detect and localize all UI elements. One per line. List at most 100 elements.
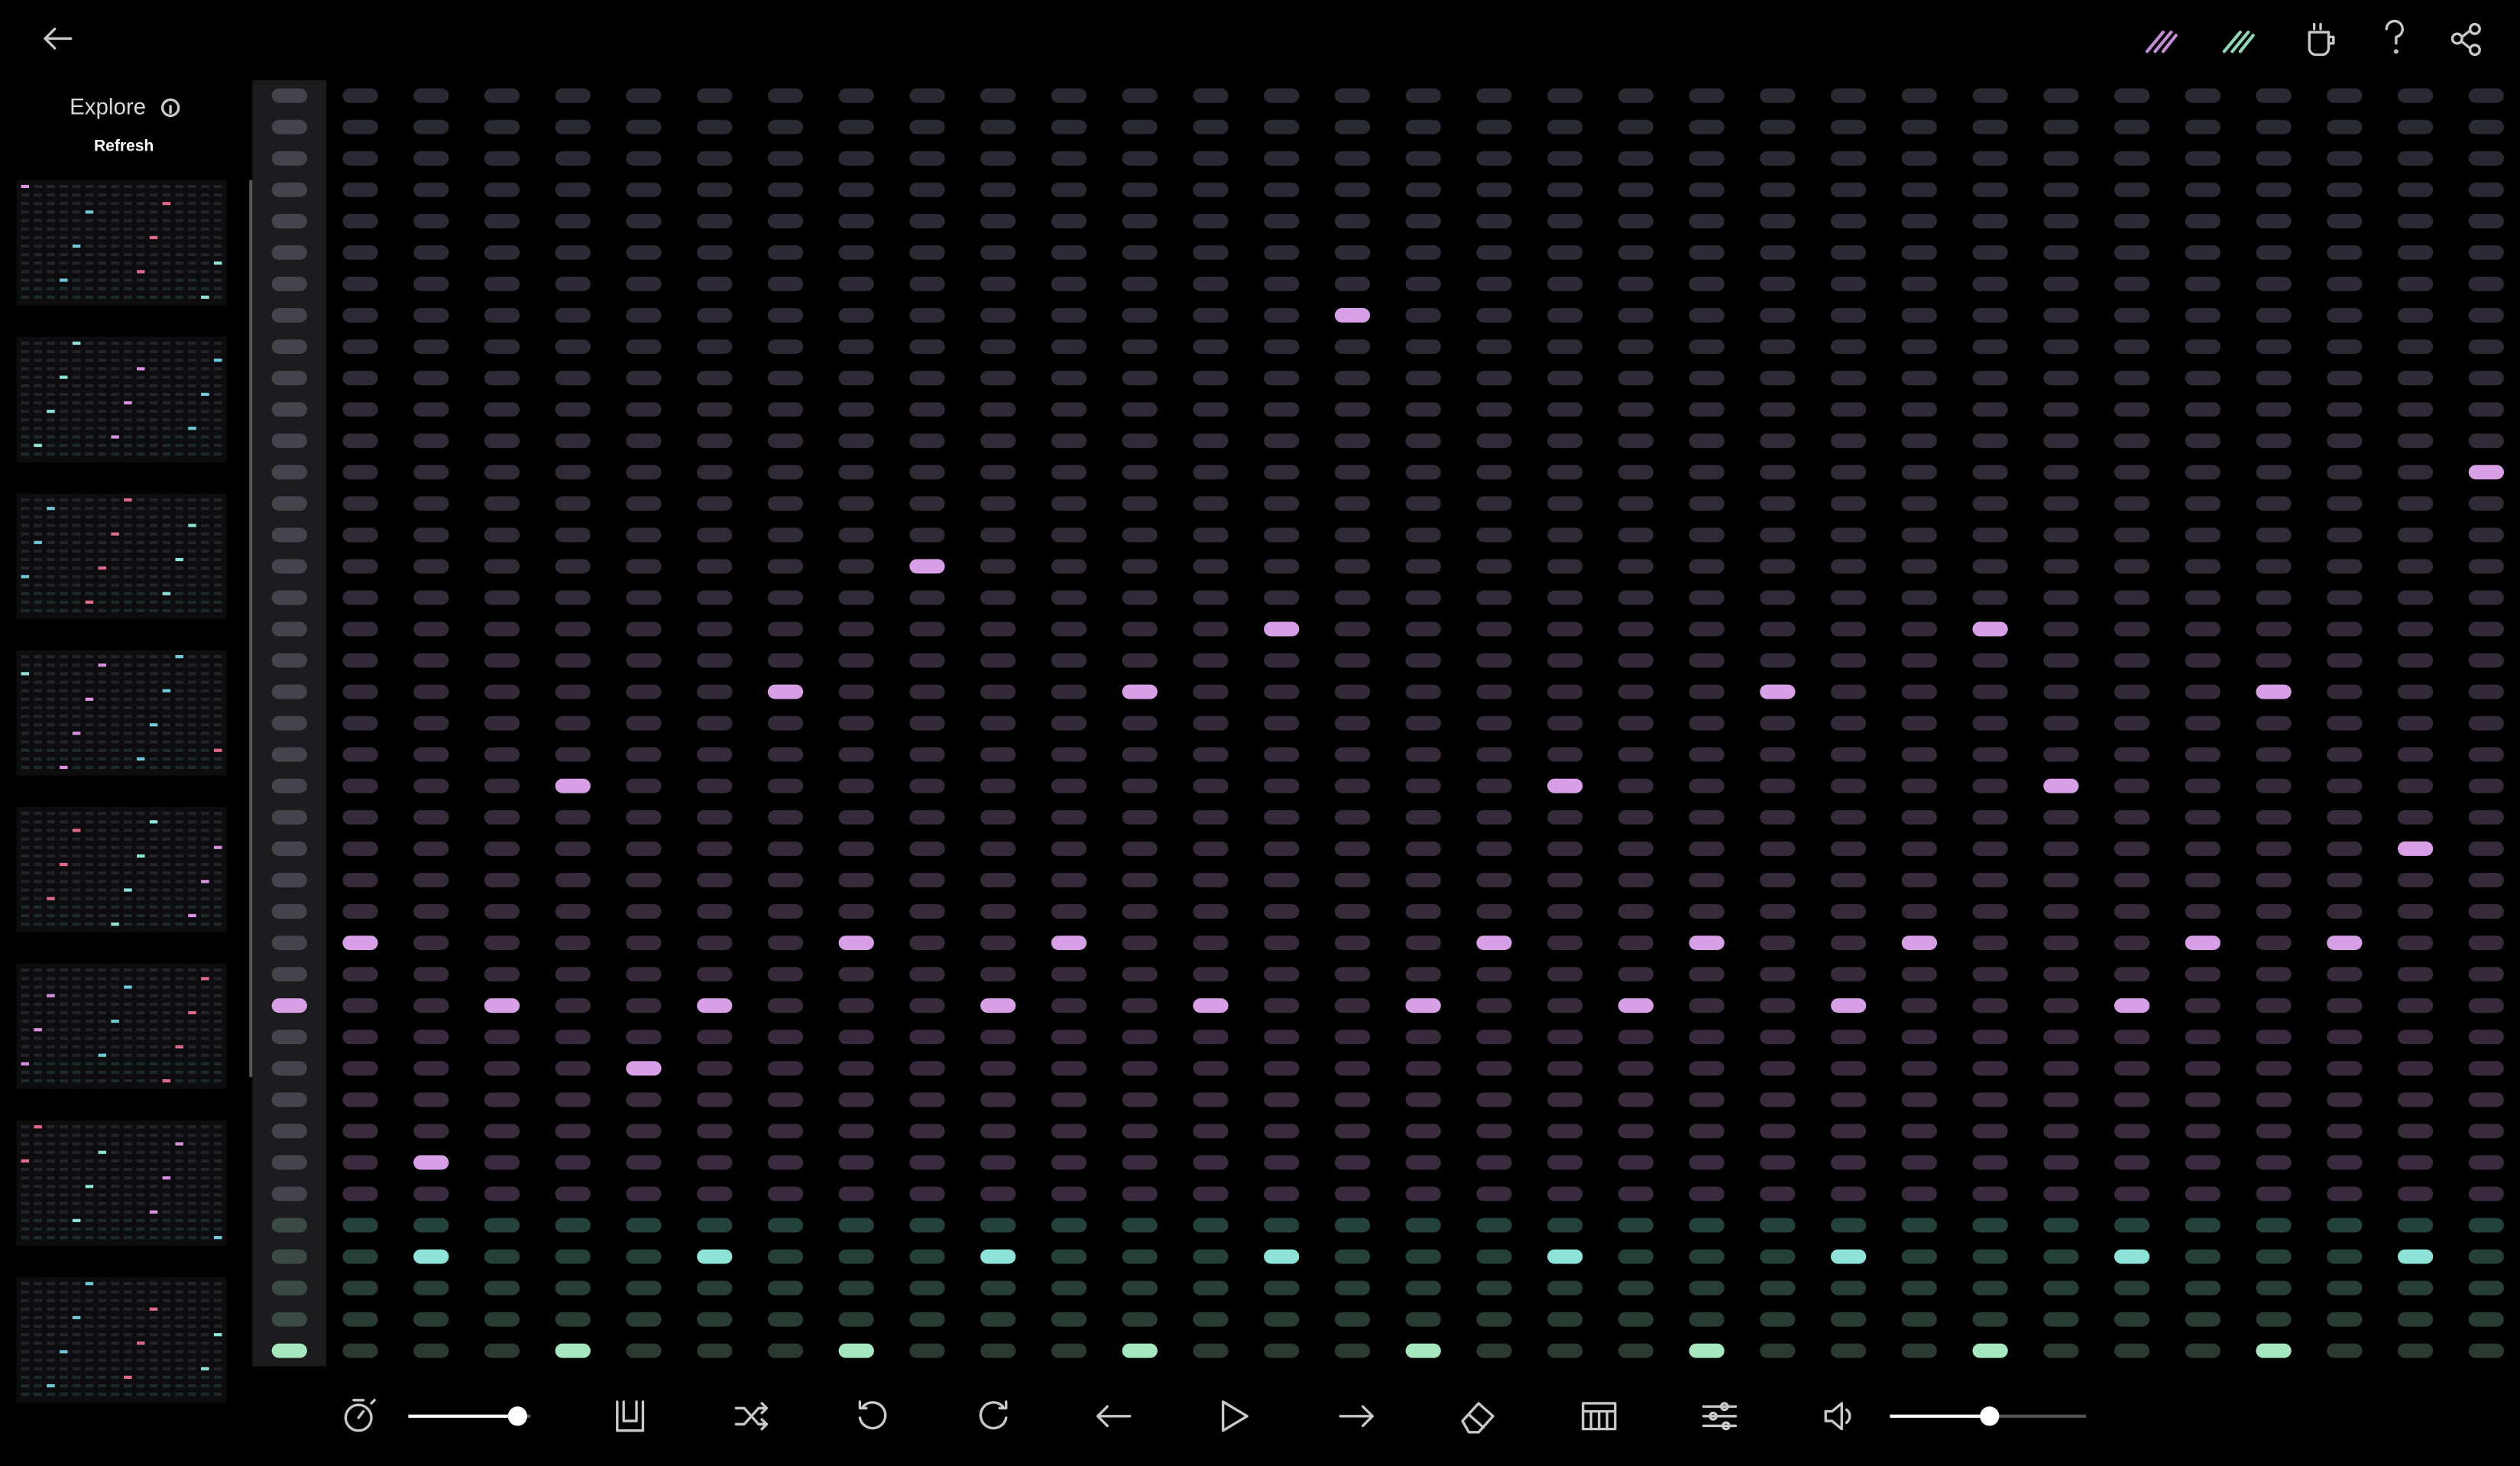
redo-button[interactable]: [979, 1400, 1008, 1430]
thumb-cell: [136, 1393, 145, 1396]
note-cell: [838, 151, 874, 166]
note-cell: [1831, 1061, 1867, 1076]
volume-handle[interactable]: [1980, 1406, 2000, 1426]
thumb-note: [162, 689, 171, 692]
thumbnail[interactable]: [16, 806, 227, 932]
info-icon[interactable]: [160, 98, 180, 118]
thumb-cell: [34, 295, 42, 299]
keyboard-button[interactable]: [1582, 1402, 1617, 1431]
eraser-button[interactable]: [1461, 1402, 1495, 1434]
note-cell: [1334, 276, 1371, 291]
thumb-cell: [111, 672, 119, 676]
note-cell: [1972, 433, 2008, 449]
note-cell: [2185, 465, 2221, 480]
tempo-icon[interactable]: [344, 1399, 376, 1432]
note-cell: [1547, 213, 1583, 229]
note-cell: [1901, 684, 1938, 699]
thumb-cell: [60, 261, 68, 265]
note-cell: [484, 778, 520, 793]
note-cell: [1831, 1124, 1867, 1139]
thumbnail[interactable]: [16, 336, 227, 462]
note-cell: [555, 1280, 591, 1296]
note-cell: [1476, 1124, 1512, 1139]
thumb-cell: [21, 1053, 30, 1057]
thumb-cell: [201, 1393, 209, 1396]
note-cell: [484, 872, 520, 887]
thumbnail[interactable]: [16, 493, 227, 619]
thumb-cell: [21, 705, 30, 710]
thumb-cell: [98, 227, 106, 231]
note-cell: [626, 998, 662, 1014]
note-cell: [555, 1030, 591, 1045]
note-cell: [2113, 904, 2150, 919]
thumb-cell: [175, 1079, 183, 1083]
share-button[interactable]: [2450, 22, 2481, 57]
note-cell: [838, 684, 874, 699]
note-cell: [1972, 1155, 2008, 1170]
mic-button[interactable]: [616, 1400, 645, 1432]
note-cell: [980, 119, 1016, 135]
undo-button[interactable]: [858, 1400, 887, 1430]
thumb-cell: [175, 862, 183, 867]
note-cell: [2468, 872, 2504, 887]
note-cell: [1972, 465, 2008, 480]
volume-icon[interactable]: [1824, 1402, 1851, 1431]
thumbnail[interactable]: [16, 650, 227, 776]
thumb-cell: [47, 871, 55, 875]
prev-button[interactable]: [1096, 1405, 1132, 1428]
note-cell: [413, 276, 449, 291]
pen-purple[interactable]: [2145, 30, 2178, 54]
note-cell: [2256, 1249, 2292, 1264]
thumbnail[interactable]: [16, 180, 227, 306]
note-cell: [1831, 1030, 1867, 1045]
note-cell: [1831, 967, 1867, 982]
thumb-cell: [213, 715, 222, 718]
play-button[interactable]: [1221, 1400, 1249, 1432]
thumb-cell: [175, 985, 183, 989]
thumb-cell: [136, 540, 145, 544]
thumb-cell: [60, 566, 68, 570]
thumbnail[interactable]: [16, 1120, 227, 1246]
thumb-cell: [47, 600, 55, 604]
thumb-cell: [34, 1375, 42, 1380]
thumb-cell: [136, 723, 145, 727]
note-cell: [1334, 778, 1371, 793]
thumb-cell: [60, 549, 68, 553]
thumb-cell: [72, 1142, 81, 1146]
thumb-cell: [149, 1134, 158, 1137]
note-cell: [555, 465, 591, 480]
thumb-cell: [136, 184, 145, 189]
thumb-cell: [175, 913, 183, 918]
shuffle-button[interactable]: [734, 1402, 769, 1431]
note-cell: [342, 527, 378, 543]
thumb-cell: [149, 1236, 158, 1240]
note-cell: [767, 841, 804, 856]
tempo-handle[interactable]: [507, 1406, 527, 1426]
note-cell: [767, 213, 804, 229]
back-button[interactable]: [44, 28, 73, 50]
thumb-cell: [21, 287, 30, 290]
thumb-cell: [175, 680, 183, 684]
note-active: [1972, 1343, 2008, 1358]
help-button[interactable]: [2385, 19, 2404, 54]
note-cell: [413, 936, 449, 950]
note-cell: [1051, 213, 1087, 229]
thumbnail[interactable]: [16, 1276, 227, 1403]
next-button[interactable]: [1339, 1405, 1374, 1428]
note-cell: [1547, 308, 1583, 323]
thumbnail[interactable]: [16, 963, 227, 1089]
thumb-cell: [175, 1236, 183, 1240]
note-cell: [2256, 590, 2292, 605]
refresh-button[interactable]: Refresh: [94, 138, 154, 155]
note-cell: [1760, 653, 1796, 668]
thumb-cell: [21, 1185, 30, 1189]
thumb-cell: [124, 994, 132, 997]
thumb-cell: [34, 731, 42, 735]
note-cell: [697, 653, 733, 668]
pen-green[interactable]: [2222, 30, 2255, 54]
note-cell: [2468, 653, 2504, 668]
note-cell: [2185, 433, 2221, 449]
settings-button[interactable]: [1702, 1402, 1738, 1431]
cup-button[interactable]: [2308, 22, 2335, 57]
note-cell: [271, 653, 307, 668]
